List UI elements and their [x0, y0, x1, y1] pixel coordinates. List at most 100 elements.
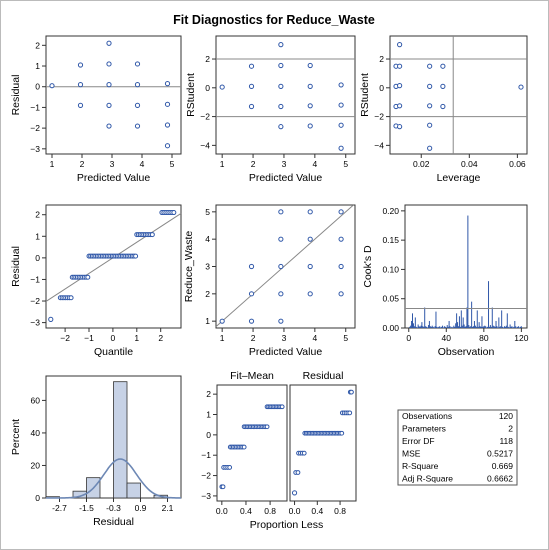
- x-tick-label: 0.8: [334, 506, 346, 516]
- panel-cooks-d: 0 40 80 120 0.00 0.05 0.10 0.15 0.20 Observation C…: [362, 204, 529, 358]
- x-tick-label: 5: [343, 159, 348, 169]
- data-point: [248, 318, 255, 324]
- data-point: [149, 232, 155, 238]
- data-point: [278, 83, 284, 89]
- data-point: [338, 102, 344, 108]
- data-point: [338, 209, 344, 215]
- panel-observed-vs-predicted: 1 2 3 4 5 1 2 3 4 5 Predicted Value Reduce_Waste: [183, 204, 356, 358]
- data-point: [106, 82, 112, 88]
- figure-title: Fit Diagnostics for Reduce_Waste: [173, 13, 375, 27]
- y-tick-label: −3: [30, 144, 40, 154]
- data-point: [164, 143, 171, 149]
- data-point: [440, 103, 446, 110]
- x-tick-label: 2.1: [162, 503, 174, 513]
- data-point: [338, 263, 344, 270]
- y-tick-label: 0: [205, 83, 210, 93]
- data-point: [397, 124, 403, 130]
- data-point: [295, 470, 301, 475]
- data-point: [278, 236, 284, 242]
- y-tick-label: −3: [201, 491, 211, 501]
- x-tick-label: -2.7: [52, 503, 67, 513]
- data-point: [134, 82, 141, 88]
- plot-frame: [404, 204, 528, 329]
- x-axis-label: Predicted Value: [77, 172, 151, 184]
- y-tick-label: 0.20: [382, 206, 399, 216]
- x-tick-label: 2: [158, 333, 163, 343]
- x-axis-label: Predicted Value: [249, 346, 323, 358]
- data-point: [307, 123, 313, 129]
- y-tick-label: 1: [206, 410, 211, 420]
- x-tick-label: −1: [84, 333, 94, 343]
- data-point: [278, 318, 284, 324]
- y-tick-label: −2: [30, 123, 40, 133]
- data-point: [248, 263, 255, 270]
- x-tick-label: 5: [343, 333, 348, 343]
- data-point: [164, 122, 171, 128]
- x-tick-label: 0.06: [509, 159, 526, 169]
- data-point: [77, 102, 84, 108]
- data-point: [77, 62, 84, 68]
- plot-frame: [45, 204, 182, 329]
- y-tick-label: 2: [35, 210, 40, 220]
- y-axis-label: Cook's D: [362, 245, 374, 288]
- data-point: [248, 291, 255, 297]
- x-tick-label: 0: [111, 333, 116, 343]
- stat-label: Parameters: [402, 424, 446, 434]
- y-tick-label: −2: [201, 471, 211, 481]
- data-point: [427, 122, 433, 128]
- data-point: [278, 124, 284, 130]
- stat-label: R-Square: [402, 461, 439, 471]
- y-tick-label: 0: [206, 430, 211, 440]
- data-point: [49, 83, 55, 89]
- x-tick-label: 0.9: [135, 503, 147, 513]
- y-tick-label: 0: [35, 82, 40, 92]
- x-tick-label: 0.8: [264, 506, 276, 516]
- plot-frame: [45, 35, 182, 155]
- y-tick-label: 0.10: [382, 264, 399, 274]
- data-point: [278, 209, 284, 215]
- x-axis-label: Observation: [438, 346, 495, 358]
- data-point: [440, 63, 446, 69]
- data-point: [106, 61, 112, 67]
- data-point: [77, 82, 84, 88]
- data-point: [291, 490, 298, 496]
- data-point: [301, 450, 307, 456]
- y-axis-label: RStudent: [185, 73, 197, 117]
- x-tick-label: 0.4: [240, 506, 252, 516]
- stats-box: [397, 409, 518, 486]
- data-point: [338, 82, 344, 88]
- y-tick-label: 2: [205, 54, 210, 64]
- y-tick-label: 5: [205, 207, 210, 217]
- stat-value: 120: [499, 411, 513, 421]
- y-tick-label: 1: [205, 316, 210, 326]
- x-tick-label: 0.4: [311, 506, 323, 516]
- y-tick-label: 40: [31, 428, 41, 438]
- x-axis-label: Proportion Less: [250, 519, 324, 531]
- data-point: [427, 83, 433, 89]
- x-tick-label: 1: [50, 159, 55, 169]
- y-tick-label: −4: [374, 140, 384, 150]
- y-tick-label: 3: [205, 262, 210, 272]
- y-tick-label: 1: [35, 231, 40, 241]
- data-point: [307, 291, 313, 297]
- panel-3: 0.02 0.04 0.06 −4 −2 0 2 Leverage RStudent: [359, 35, 528, 184]
- x-axis-label: Leverage: [437, 172, 481, 184]
- y-tick-label: 4: [205, 234, 210, 244]
- data-point: [241, 444, 247, 450]
- data-point: [164, 101, 171, 107]
- data-point: [518, 84, 524, 90]
- rf-panel-header: Residual: [303, 370, 344, 382]
- y-tick-label: −3: [30, 318, 40, 328]
- stat-label: MSE: [402, 449, 421, 459]
- x-tick-label: 0.0: [216, 506, 228, 516]
- y-tick-label: −2: [374, 112, 384, 122]
- data-point: [134, 61, 141, 67]
- x-tick-label: 2: [80, 159, 85, 169]
- plot-frame: [216, 384, 288, 502]
- data-point: [338, 236, 344, 242]
- data-point: [227, 465, 233, 470]
- x-tick-label: 3: [282, 159, 287, 169]
- y-tick-label: 0.05: [382, 294, 399, 304]
- x-tick-label: 0.04: [461, 159, 478, 169]
- data-point: [219, 84, 225, 90]
